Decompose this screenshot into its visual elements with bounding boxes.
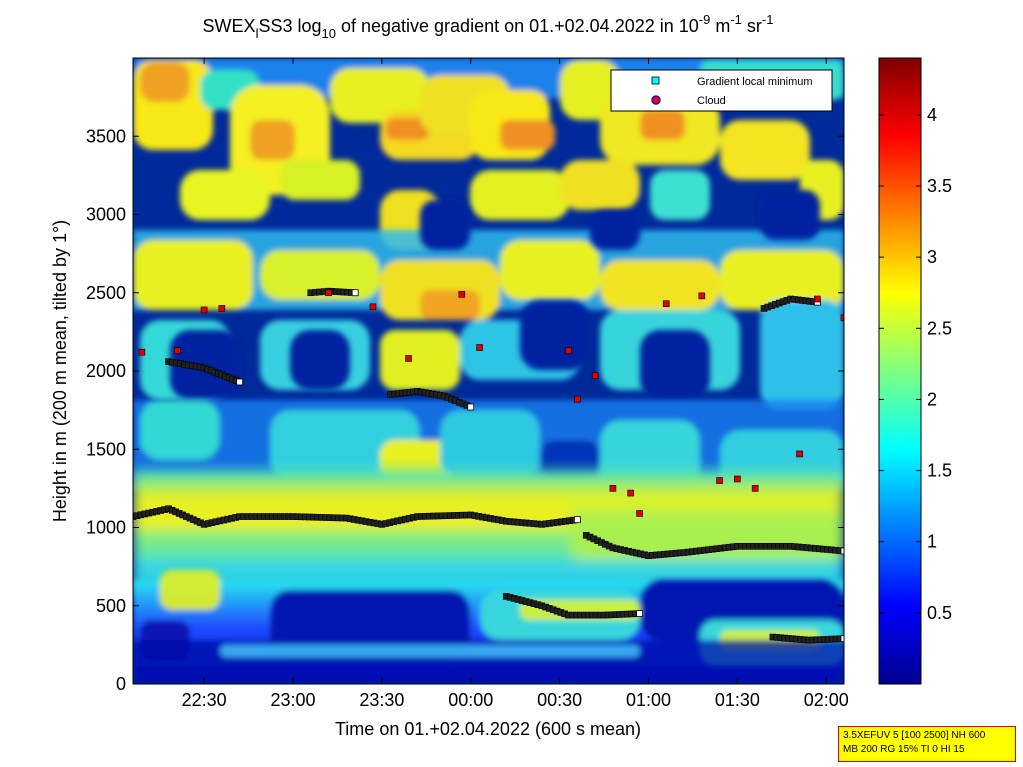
legend-square-icon	[651, 76, 660, 85]
cloud-marker	[716, 477, 723, 484]
y-tick-label: 2500	[86, 283, 126, 303]
cloud-marker	[574, 395, 581, 403]
cloud-marker	[138, 348, 146, 356]
cloud-marker	[476, 344, 483, 351]
cloud-marker	[698, 292, 706, 300]
cloud-marker	[840, 314, 844, 322]
cloud-marker	[627, 489, 635, 497]
cloud-marker	[174, 347, 181, 354]
chart-title: SWEXlSS3 log10 of negative gradient on 0…	[203, 12, 774, 41]
cloud-marker	[734, 475, 741, 483]
cloud-marker	[662, 300, 670, 308]
y-tick-label: 3000	[86, 205, 126, 225]
x-tick-label: 00:30	[537, 690, 582, 710]
marker-layer	[133, 287, 844, 644]
heatmap-field	[133, 58, 844, 684]
cloud-marker	[405, 355, 412, 362]
x-tick-label: 23:30	[359, 690, 404, 710]
cloud-marker	[369, 303, 377, 311]
gradient-minimum-marker	[573, 516, 581, 524]
y-tick-label: 0	[116, 674, 126, 694]
legend: Gradient local minimum Cloud	[610, 69, 833, 112]
y-tick-label: 1500	[86, 439, 126, 459]
cloud-marker	[636, 510, 643, 517]
x-axis: 22:30 23:00 23:30 00:00 00:30 01:00 01:30 02:00	[182, 58, 849, 710]
y-tick-label: 3500	[86, 126, 126, 146]
x-tick-label: 02:00	[804, 690, 849, 710]
colorbar-tick-label: 2	[927, 389, 937, 409]
cloud-marker	[565, 347, 572, 354]
cloud-marker	[751, 485, 759, 492]
gradient-minimum-marker	[840, 547, 844, 555]
gradient-minimum-marker	[236, 378, 244, 386]
x-tick-label: 01:00	[626, 690, 671, 710]
colorbar-tick-label: 0.5	[927, 603, 952, 623]
colorbar-tick-label: 3.5	[927, 176, 952, 196]
info-line-2: MB 200 RG 15% TI 0 HI 15	[843, 744, 965, 755]
x-axis-label: Time on 01.+02.04.2022 (600 s mean)	[335, 719, 641, 739]
cloud-marker	[609, 485, 617, 492]
gradient-minimum-marker	[636, 610, 643, 617]
y-axis: 0 500 1000 1500 2000 2500 3000 3500	[86, 126, 844, 694]
y-tick-label: 500	[96, 596, 126, 616]
info-box: 3.5XEFUV 5 [100 2500] NH 600 MB 200 RG 1…	[838, 726, 1016, 762]
x-tick-label: 01:30	[715, 690, 760, 710]
y-axis-label: Height in m (200 m mean, tilted by 1°)	[50, 220, 70, 522]
y-tick-label: 2000	[86, 361, 126, 381]
colorbar-tick-label: 1.5	[927, 461, 952, 481]
x-tick-label: 22:30	[182, 690, 227, 710]
x-tick-label: 00:00	[448, 690, 493, 710]
cloud-marker	[218, 305, 226, 312]
y-tick-label: 1000	[86, 518, 126, 538]
cloud-marker	[200, 306, 208, 314]
x-tick-label: 23:00	[270, 690, 315, 710]
gradient-minimum-marker	[840, 635, 844, 643]
colorbar-tick-label: 1	[927, 532, 937, 552]
legend-label-cloud: Cloud	[697, 95, 726, 107]
colorbar-axis: 0.5 1 1.5 2 2.5 3 3.5 4	[879, 105, 952, 623]
colorbar-tick-label: 4	[927, 105, 937, 125]
gradient-minimum-marker	[467, 403, 475, 411]
colorbar-tick-label: 3	[927, 247, 937, 267]
colorbar-tick-label: 2.5	[927, 318, 952, 338]
cloud-marker	[814, 295, 821, 303]
legend-label-gradient-minimum: Gradient local minimum	[697, 76, 813, 88]
legend-box	[610, 69, 833, 112]
legend-circle-icon	[651, 95, 661, 105]
cloud-marker	[325, 289, 332, 297]
cloud-marker	[591, 372, 599, 379]
cloud-marker	[796, 450, 803, 458]
cloud-marker	[458, 291, 466, 298]
info-line-1: 3.5XEFUV 5 [100 2500] NH 600	[843, 730, 986, 741]
colorbar	[878, 57, 922, 685]
gradient-minimum-marker	[351, 289, 359, 297]
